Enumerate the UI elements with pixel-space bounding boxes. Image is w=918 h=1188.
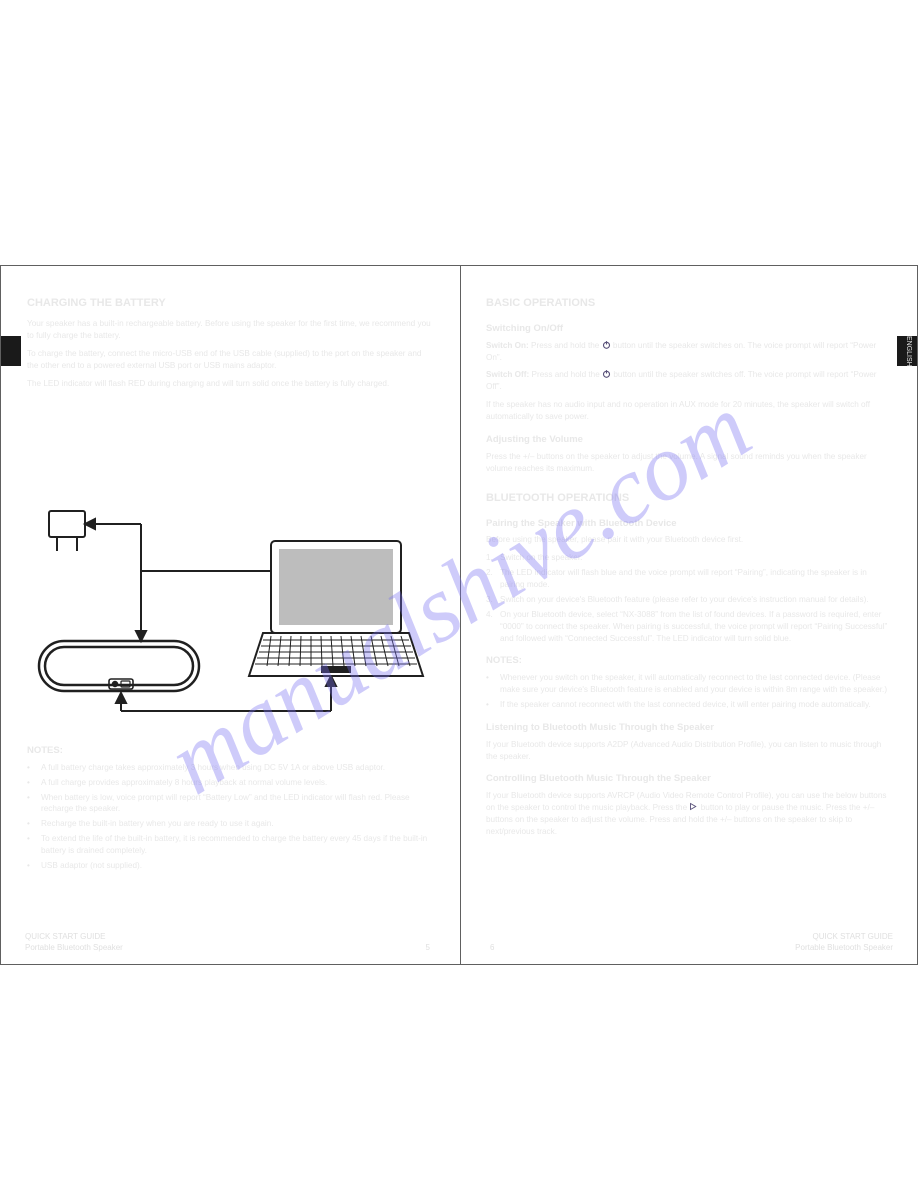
note-item: •If the speaker cannot reconnect with th…	[486, 699, 893, 711]
note-item: •A full battery charge takes approximate…	[27, 762, 434, 774]
switch-off-row: Switch Off: Press and hold the button un…	[486, 369, 893, 393]
notes-heading: NOTES:	[27, 744, 434, 758]
para: Before using the speaker, please pair it…	[486, 534, 893, 546]
note-item: •USB adaptor (not supplied).	[27, 860, 434, 872]
para: If your Bluetooth device supports A2DP (…	[486, 739, 893, 763]
step-item: 4.On your Bluetooth device, select “NX-3…	[486, 609, 893, 645]
power-icon	[602, 369, 611, 378]
note-item: •Recharge the built-in battery when you …	[27, 818, 434, 830]
switch-on-row: Switch On: Press and hold the button unt…	[486, 340, 893, 364]
note-item: •A full charge provides approximately 8 …	[27, 777, 434, 789]
play-pause-icon	[689, 802, 698, 811]
note-item: •When battery is low, voice prompt will …	[27, 792, 434, 816]
subheading-listening: Listening to Bluetooth Music Through the…	[486, 721, 893, 735]
subheading-controlling: Controlling Bluetooth Music Through the …	[486, 772, 893, 786]
notes-block-left: NOTES: •A full battery charge takes appr…	[27, 734, 434, 875]
footer-caption: QUICK START GUIDE Portable Bluetooth Spe…	[795, 931, 893, 954]
para: Press the +/– buttons on the speaker to …	[486, 451, 893, 475]
page-number: 6	[490, 942, 494, 954]
page-number: 5	[426, 942, 430, 954]
step-item: 3.Switch on your device's Bluetooth feat…	[486, 594, 893, 606]
manual-spread: CHARGING THE BATTERY Your speaker has a …	[0, 265, 918, 965]
step-item: 1.Switch on the speaker.	[486, 552, 893, 564]
note-item: •Whenever you switch on the speaker, it …	[486, 672, 893, 696]
section-title-bluetooth: BLUETOOTH OPERATIONS	[486, 491, 893, 507]
para-control: If your Bluetooth device supports AVRCP …	[486, 790, 893, 838]
language-tab: ENGLISH	[903, 336, 913, 367]
note-item: •To extend the life of the built-in batt…	[27, 833, 434, 857]
page-left: CHARGING THE BATTERY Your speaker has a …	[1, 266, 460, 964]
charging-diagram	[31, 496, 431, 721]
para: To charge the battery, connect the micro…	[27, 348, 434, 372]
para: If the speaker has no audio input and no…	[486, 399, 893, 423]
page-right: BASIC OPERATIONS Switching On/Off Switch…	[460, 266, 918, 964]
section-title-basic: BASIC OPERATIONS	[486, 296, 893, 312]
footer-caption: QUICK START GUIDE Portable Bluetooth Spe…	[25, 931, 123, 954]
notes-heading: NOTES:	[486, 654, 893, 668]
subheading-volume: Adjusting the Volume	[486, 433, 893, 447]
subheading-switching: Switching On/Off	[486, 322, 893, 336]
subheading-pairing: Pairing the Speaker with Bluetooth Devic…	[486, 517, 893, 531]
para: Your speaker has a built-in rechargeable…	[27, 318, 434, 342]
power-icon	[602, 340, 611, 349]
step-item: 2.The LED indicator will flash blue and …	[486, 567, 893, 591]
section-title-charging: CHARGING THE BATTERY	[27, 296, 434, 312]
para: The LED indicator will flash RED during …	[27, 378, 434, 390]
